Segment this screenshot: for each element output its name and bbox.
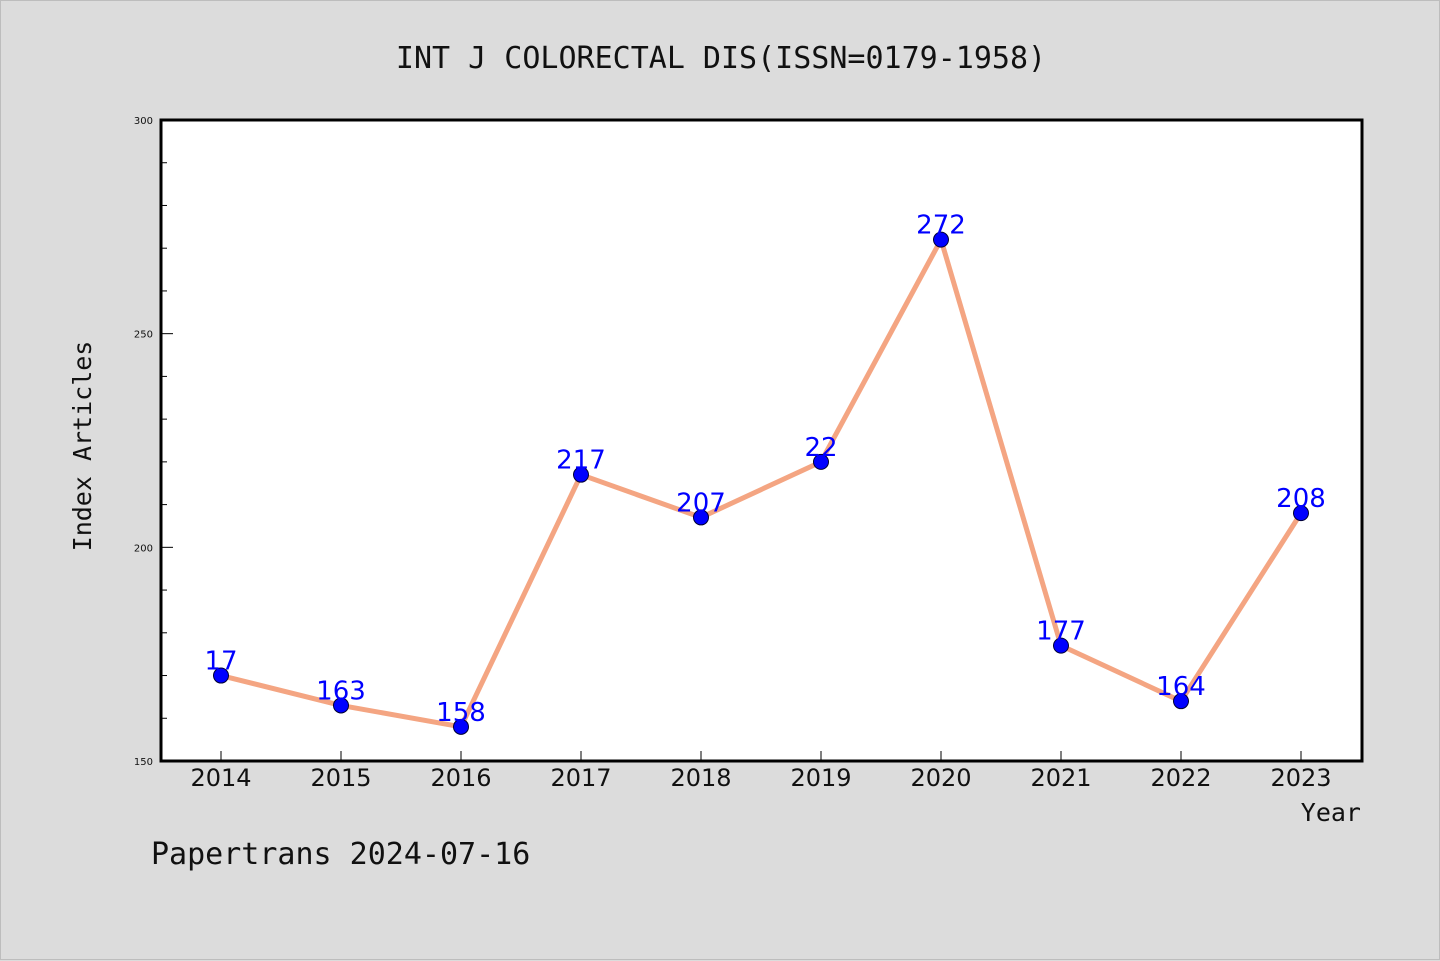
data-point [213,667,229,684]
x-tick-label: 2018 [670,764,731,792]
data-label: 17 [204,647,237,677]
y-tick-label: 250 [134,330,153,341]
data-label: 164 [1156,672,1206,702]
data-markers [213,231,1309,735]
y-axis-label: Index Articles [68,341,97,552]
x-tick-label: 2020 [910,764,971,792]
x-tick-label: 2015 [310,764,371,792]
data-label: 158 [436,698,486,728]
data-point [933,231,949,248]
data-point [813,453,829,470]
x-tick-label: 2022 [1150,764,1211,792]
data-point [1293,505,1309,522]
data-point [1173,693,1189,710]
series-line [218,237,1304,730]
data-label: 207 [676,488,726,518]
y-tick-label: 300 [134,116,153,127]
data-point [1053,637,1069,654]
data-label: 22 [804,433,837,463]
plot-area [159,118,1364,763]
footer-watermark: Papertrans 2024-07-16 [151,837,530,872]
x-tick-label: 2016 [430,764,491,792]
data-label: 272 [916,211,966,241]
data-label: 217 [556,446,606,476]
x-axis-label: Year [1301,798,1361,827]
data-point [453,718,469,735]
chart-title: INT J COLORECTAL DIS(ISSN=0179-1958) [396,41,1046,76]
data-label: 177 [1036,617,1086,647]
data-label: 163 [316,676,366,706]
x-tick-label: 2019 [790,764,851,792]
x-tick-label: 2017 [550,764,611,792]
x-tick-label: 2021 [1030,764,1091,792]
y-axis: 150 200 250 300 [134,116,173,768]
x-tick-label: 2023 [1270,764,1331,792]
data-labels: 17 163 158 217 207 22 272 177 164 208 [204,211,1325,728]
y-tick-label: 200 [134,543,153,554]
data-point [573,466,589,483]
data-point [333,697,349,714]
x-tick-label: 2014 [190,764,251,792]
data-label: 208 [1276,484,1326,514]
x-axis: 2014 2015 2016 2017 2018 2019 2020 2021 2022 2023 [190,751,1332,792]
y-tick-label: 150 [134,757,153,768]
data-point [693,509,709,526]
